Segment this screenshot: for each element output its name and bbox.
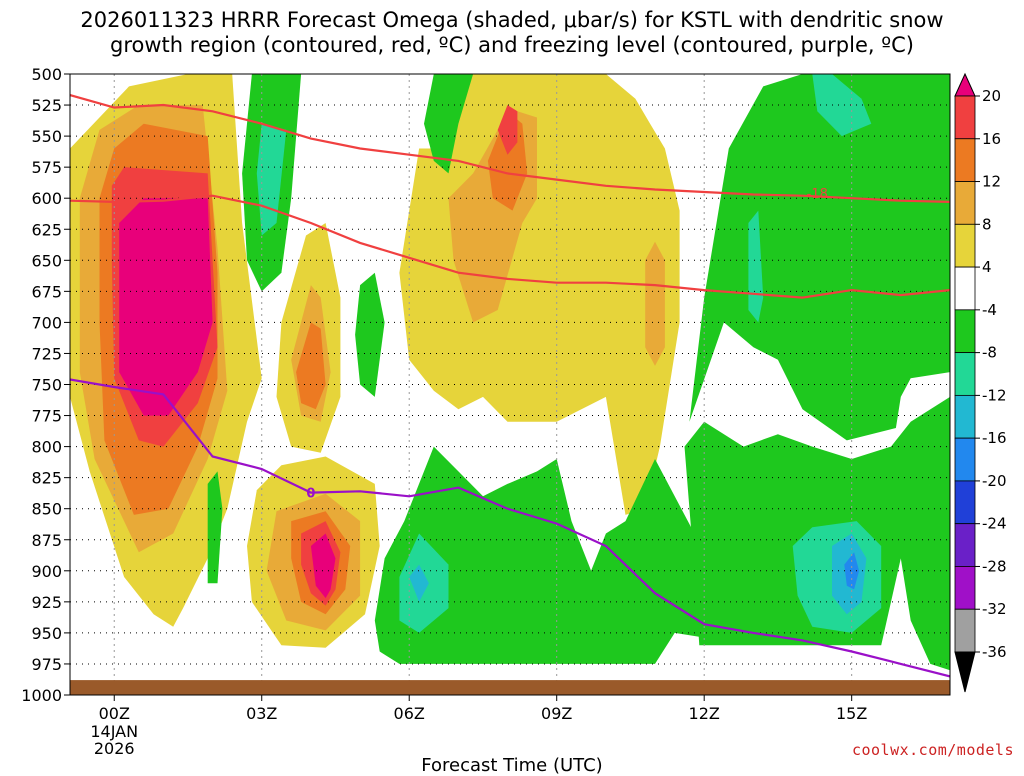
y-tick-label: 775: [31, 407, 62, 426]
y-tick-label: 950: [31, 624, 62, 643]
omega-region-17: [645, 241, 665, 366]
colorbar-swatch: [954, 266, 976, 311]
colorbar-label: -12: [982, 386, 1007, 404]
colorbar-swatch: [954, 352, 976, 396]
omega-region-16: [497, 105, 518, 155]
y-tick-label: 525: [31, 96, 62, 115]
colorbar-swatch: [954, 95, 976, 140]
colorbar-label: -24: [982, 515, 1007, 533]
y-tick-label: 600: [31, 189, 62, 208]
colorbar-swatch: [954, 138, 976, 182]
colorbar-swatch: [954, 181, 976, 225]
y-tick-label: 550: [31, 127, 62, 146]
colorbar-bottom-arrow: [954, 651, 976, 693]
y-tick-label: 700: [31, 313, 62, 332]
colorbar-label: -16: [982, 429, 1007, 447]
colorbar-label: 4: [982, 258, 992, 276]
y-tick-label: 875: [31, 531, 62, 550]
y-tick-label: 625: [31, 220, 62, 239]
colorbar-label: -4: [982, 301, 997, 319]
colorbar-swatch: [954, 480, 976, 525]
chart-title-line1: 2026011323 HRRR Forecast Omega (shaded, …: [80, 8, 944, 32]
x-tick-label: 03Z: [246, 704, 277, 723]
x-tick-label: 12Z: [689, 704, 720, 723]
x-tick-label: 09Z: [541, 704, 572, 723]
colorbar-swatch: [954, 309, 976, 354]
omega-region-23: [374, 446, 714, 664]
colorbar-label: 16: [982, 130, 1001, 148]
colorbar-swatch: [954, 394, 976, 439]
omega-region-31: [844, 552, 860, 590]
chart-title-line2: growth region (contoured, red, ºC) and f…: [110, 33, 914, 57]
y-tick-label: 800: [31, 438, 62, 457]
y-tick-label: 725: [31, 344, 62, 363]
colorbar-top-arrow: [954, 72, 976, 97]
omega-region-22: [207, 471, 223, 584]
colorbar-swatch: [954, 437, 976, 482]
omega-region-12: [296, 322, 326, 410]
x-tick-label: 00Z: [99, 704, 130, 723]
colorbar-label: -20: [982, 472, 1007, 490]
contour-label-18: -18: [807, 187, 828, 202]
y-tick-label: 850: [31, 500, 62, 519]
x-date-label: 2026: [94, 739, 135, 758]
omega-region-28: [812, 74, 872, 137]
omega-region-9: [310, 533, 336, 599]
y-tick-label: 925: [31, 593, 62, 612]
x-tick-label: 06Z: [394, 704, 425, 723]
colorbar-swatch: [954, 223, 976, 268]
contour-line-0: [70, 94, 950, 203]
colorbar-label: 8: [982, 215, 992, 233]
colorbar-label: -32: [982, 600, 1007, 618]
colorbar-label: 20: [982, 87, 1001, 105]
y-tick-label: 750: [31, 376, 62, 395]
omega-shading: -18 0: [70, 74, 950, 695]
y-tick-label: 1000: [21, 686, 62, 705]
x-date-label: 14JAN: [90, 722, 138, 741]
colorbar-swatch: [954, 608, 976, 653]
colorbar-label: -8: [982, 344, 997, 362]
omega-region-20: [355, 272, 385, 397]
omega-region-25: [409, 564, 429, 602]
y-tick-label: 500: [31, 65, 62, 84]
credit-link[interactable]: coolwx.com/models: [851, 741, 1014, 759]
colorbar-label: -36: [982, 643, 1007, 661]
contour-line-2: [70, 378, 950, 678]
y-tick-label: 675: [31, 282, 62, 301]
omega-region-21: [424, 74, 474, 174]
omega-region-26: [689, 74, 950, 441]
contour-label-0: 0: [306, 487, 315, 502]
colorbar-label: -28: [982, 557, 1007, 575]
y-tick-label: 900: [31, 562, 62, 581]
terrain-band: [70, 680, 950, 695]
colorbar-swatch: [954, 523, 976, 567]
colorbar-label: 12: [982, 173, 1001, 191]
x-tick-label: 15Z: [836, 704, 867, 723]
y-tick-label: 825: [31, 469, 62, 488]
y-tick-label: 975: [31, 655, 62, 674]
y-tick-label: 575: [31, 158, 62, 177]
omega-region-4: [119, 198, 213, 416]
colorbar-swatch: [954, 566, 976, 610]
y-tick-label: 650: [31, 251, 62, 270]
contour-line-1: [70, 194, 950, 299]
